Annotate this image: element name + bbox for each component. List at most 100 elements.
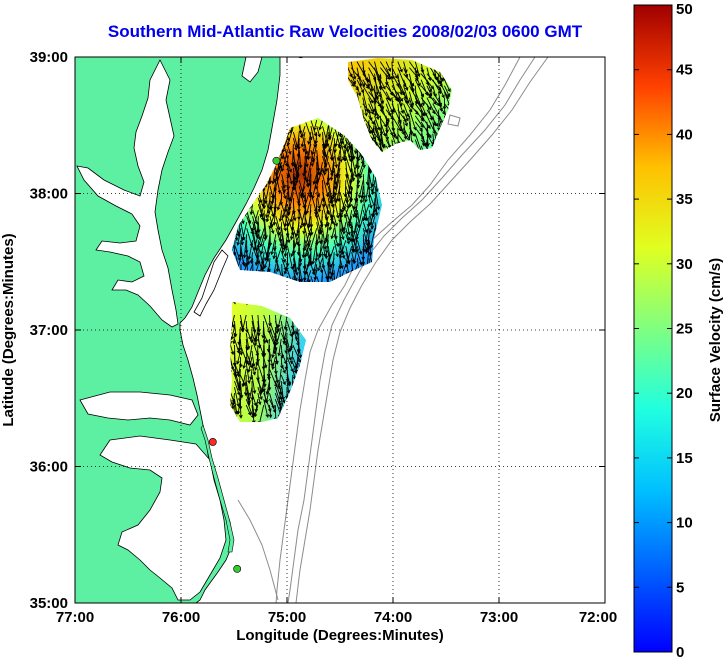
velocity-arrow <box>282 326 288 345</box>
velocity-arrow <box>286 344 292 361</box>
velocity-arrow <box>304 144 309 155</box>
velocity-arrow <box>414 67 419 82</box>
velocity-arrow <box>426 79 433 93</box>
velocity-arrow <box>237 387 242 403</box>
velocity-arrow <box>275 246 283 264</box>
grid-lines <box>75 57 605 603</box>
velocity-arrow <box>397 97 405 114</box>
velocity-arrow <box>397 73 403 96</box>
colorbar-gradient <box>633 4 673 653</box>
velocity-arrow <box>230 338 235 356</box>
velocity-arrow <box>426 67 432 82</box>
velocity-arrow <box>322 228 327 250</box>
velocity-arrow <box>263 399 270 419</box>
velocity-arrow <box>322 173 330 198</box>
velocity-arrow <box>403 67 409 78</box>
velocity-arrow <box>408 115 414 136</box>
velocity-arrow <box>420 127 426 147</box>
velocity-arrow <box>403 103 410 118</box>
velocity-arrow <box>311 144 318 162</box>
velocity-arrow <box>270 234 277 256</box>
velocity-arrow <box>249 368 253 381</box>
velocity-arrow <box>326 168 331 182</box>
velocity-arrow <box>232 240 237 257</box>
velocity-arrow <box>403 115 408 127</box>
velocity-arrow <box>266 338 271 353</box>
velocity-arrow <box>356 73 366 87</box>
velocity-arrow <box>277 368 282 390</box>
velocity-arrow <box>357 204 364 229</box>
velocity-arrow <box>306 252 312 269</box>
velocity-arrow <box>239 381 244 399</box>
velocity-arrow <box>385 115 390 134</box>
x-tick-labels: 77:00 76:00 75:00 74:00 73:00 72:00 <box>56 609 617 626</box>
velocity-arrow <box>362 198 369 222</box>
velocity-arrow <box>247 356 253 373</box>
velocity-arrow <box>277 387 282 405</box>
velocity-arrow <box>306 138 312 161</box>
velocity-arrow <box>274 326 279 343</box>
x-tick-label: 76:00 <box>162 609 200 626</box>
velocity-arrow <box>237 326 241 346</box>
velocity-arrow <box>314 246 318 263</box>
velocity-arrow <box>303 185 312 209</box>
velocity-arrow <box>251 399 256 417</box>
velocity-arrow <box>283 234 288 250</box>
velocity-arrow <box>443 79 451 93</box>
velocity-arrow <box>313 119 318 132</box>
velocity-arrow <box>231 393 236 407</box>
colorbar-tick-label: 45 <box>676 62 693 79</box>
velocity-arrow <box>268 405 273 419</box>
velocity-arrow <box>438 91 443 107</box>
velocity-arrow <box>289 350 294 365</box>
velocity-arrow <box>385 61 392 72</box>
velocity-arrow <box>257 320 261 337</box>
velocity-arrow <box>272 240 277 252</box>
velocity-arrow <box>333 216 338 227</box>
velocity-arrow <box>311 179 318 200</box>
velocity-arrow <box>275 222 281 236</box>
velocity-arrow <box>385 91 392 102</box>
velocity-arrow <box>275 216 281 231</box>
velocity-arrow <box>338 252 343 270</box>
velocity-arrow <box>280 356 284 370</box>
velocity-arrow <box>321 252 326 270</box>
velocity-arrow <box>283 240 288 258</box>
velocity-arrow <box>277 338 282 357</box>
velocity-arrow <box>250 326 254 344</box>
velocity-arrow <box>274 155 283 177</box>
velocity-arrow <box>256 369 260 382</box>
velocity-arrow <box>278 210 283 223</box>
velocity-arrow <box>326 246 335 267</box>
y-axis-label: Latitude (Degrees:Minutes) <box>0 233 17 426</box>
colorbar-label: Surface Velocity (cm/s) <box>707 258 724 422</box>
velocity-arrow <box>324 216 329 228</box>
velocity-arrow <box>249 204 254 216</box>
velocity-arrow <box>292 137 298 151</box>
colorbar-tick-label: 40 <box>676 126 693 143</box>
velocity-arrow <box>354 180 359 203</box>
velocity-arrow <box>318 119 323 131</box>
velocity-arrow <box>338 198 343 217</box>
velocity-arrow <box>262 198 267 210</box>
velocity-arrow <box>371 198 376 218</box>
velocity-arrow <box>379 115 384 136</box>
albemarle-sound <box>79 391 199 426</box>
velocity-arrow <box>245 332 251 350</box>
velocity-arrow <box>274 314 279 335</box>
velocity-arrow <box>397 61 403 73</box>
velocity-arrow <box>357 161 364 177</box>
velocity-arrow <box>362 203 370 222</box>
velocity-arrow <box>294 155 300 171</box>
velocity-arrow <box>233 344 237 367</box>
velocity-arrow <box>265 210 271 223</box>
velocity-arrow <box>313 264 318 281</box>
velocity-arrow <box>289 332 294 350</box>
velocity-arrow <box>246 228 254 248</box>
colorbar-tick-label: 15 <box>676 450 693 467</box>
velocity-arrow <box>331 180 335 200</box>
velocity-arrow <box>236 228 242 246</box>
velocity-arrow <box>251 350 256 368</box>
velocity-arrow <box>349 162 353 174</box>
velocity-arrow <box>284 332 288 355</box>
